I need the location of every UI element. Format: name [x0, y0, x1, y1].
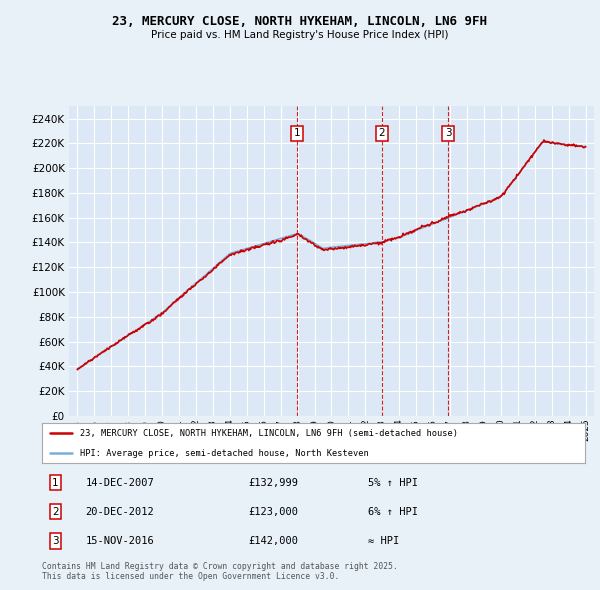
- Text: 6% ↑ HPI: 6% ↑ HPI: [368, 507, 418, 517]
- Text: 20-DEC-2012: 20-DEC-2012: [85, 507, 154, 517]
- Text: 1: 1: [293, 129, 300, 139]
- Text: £123,000: £123,000: [248, 507, 298, 517]
- Text: Price paid vs. HM Land Registry's House Price Index (HPI): Price paid vs. HM Land Registry's House …: [151, 30, 449, 40]
- Text: 14-DEC-2007: 14-DEC-2007: [85, 477, 154, 487]
- Text: 23, MERCURY CLOSE, NORTH HYKEHAM, LINCOLN, LN6 9FH: 23, MERCURY CLOSE, NORTH HYKEHAM, LINCOL…: [113, 15, 487, 28]
- Text: 5% ↑ HPI: 5% ↑ HPI: [368, 477, 418, 487]
- Text: 15-NOV-2016: 15-NOV-2016: [85, 536, 154, 546]
- Text: Contains HM Land Registry data © Crown copyright and database right 2025.
This d: Contains HM Land Registry data © Crown c…: [42, 562, 398, 581]
- Text: £142,000: £142,000: [248, 536, 298, 546]
- Text: ≈ HPI: ≈ HPI: [368, 536, 399, 546]
- Text: 3: 3: [52, 536, 59, 546]
- Text: 23, MERCURY CLOSE, NORTH HYKEHAM, LINCOLN, LN6 9FH (semi-detached house): 23, MERCURY CLOSE, NORTH HYKEHAM, LINCOL…: [80, 428, 458, 438]
- Text: HPI: Average price, semi-detached house, North Kesteven: HPI: Average price, semi-detached house,…: [80, 448, 369, 458]
- Text: 3: 3: [445, 129, 451, 139]
- Text: £132,999: £132,999: [248, 477, 298, 487]
- Text: 2: 2: [52, 507, 59, 517]
- Text: 2: 2: [379, 129, 385, 139]
- Text: 1: 1: [52, 477, 59, 487]
